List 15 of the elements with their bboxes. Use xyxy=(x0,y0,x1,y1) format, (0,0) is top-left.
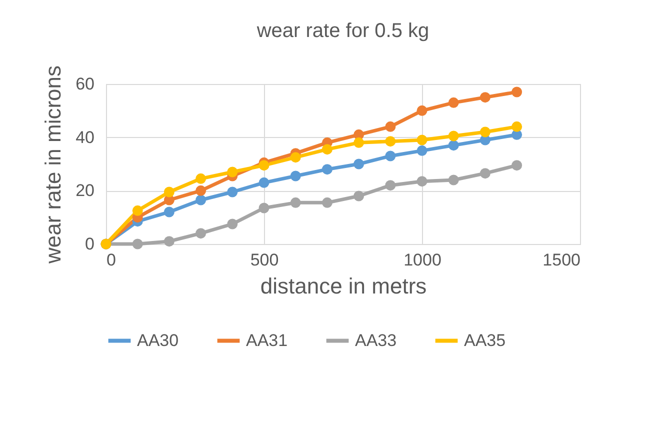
legend-label: AA35 xyxy=(464,330,506,350)
legend-label: AA33 xyxy=(355,330,397,350)
y-axis-title: wear rate in microns xyxy=(40,65,66,265)
x-tick-label: 0 xyxy=(106,250,116,270)
x-tick-label: 1500 xyxy=(542,250,580,270)
y-tick-label: 60 xyxy=(76,74,94,94)
x-tick-label: 1000 xyxy=(404,250,442,270)
legend-label: AA31 xyxy=(246,330,288,350)
legend-label: AA30 xyxy=(137,330,179,350)
chart-title: wear rate for 0.5 kg xyxy=(256,20,430,42)
y-tick-label: 0 xyxy=(85,234,94,254)
y-tick-label: 20 xyxy=(76,181,94,200)
x-tick-label: 500 xyxy=(250,250,279,270)
x-axis-title: distance in metrs xyxy=(260,274,427,298)
y-tick-label: 40 xyxy=(76,128,94,147)
